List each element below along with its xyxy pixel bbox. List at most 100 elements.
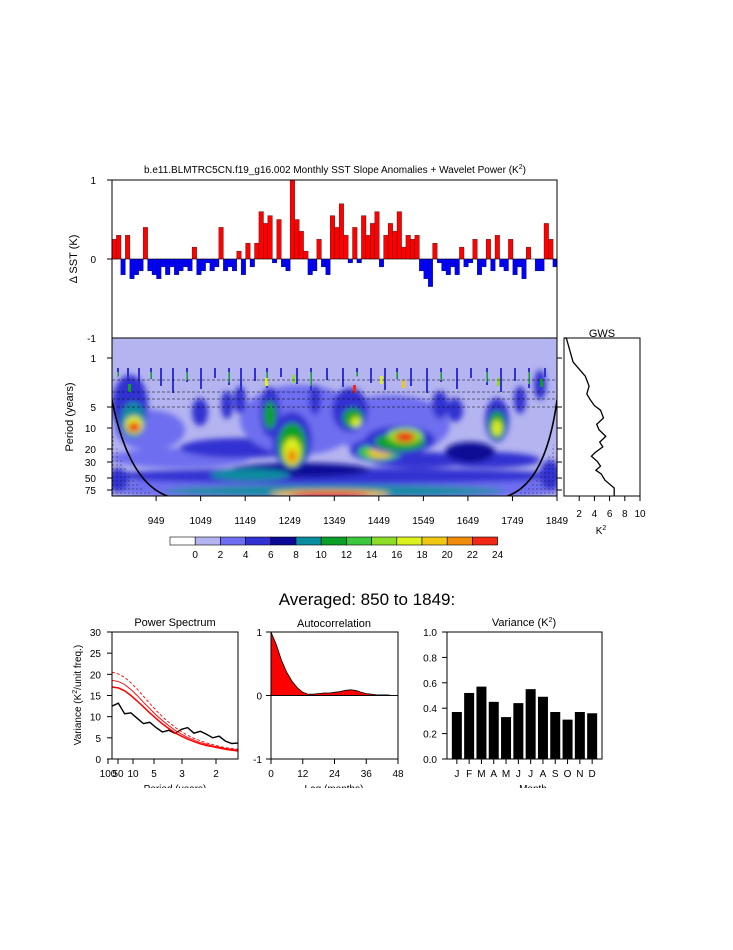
gws-xlabel: K2 (596, 525, 607, 537)
spectrum-xtick: 2 (213, 769, 219, 780)
ts-bar (200, 258, 206, 272)
ts-bar (347, 258, 353, 264)
ts-bar (312, 258, 318, 272)
ts-bar (410, 239, 416, 260)
ts-bar (512, 258, 518, 275)
spectrum-ylabel: Variance (K2/unit freq.) (72, 645, 84, 745)
ts-bar (405, 235, 411, 260)
variance-ytick: 1.0 (423, 628, 437, 639)
wavelet-ytick: 75 (85, 486, 97, 497)
ts-bar (361, 215, 367, 260)
ts-bar (494, 235, 500, 260)
colorbar-label: 18 (416, 550, 428, 561)
ts-bar (432, 243, 438, 260)
ts-bar (374, 211, 380, 260)
ts-bar (134, 258, 139, 275)
ts-bar (249, 258, 255, 268)
ts-bar (218, 227, 224, 260)
ts-bar (142, 227, 148, 260)
ts-bar (120, 258, 126, 275)
ts-bar (485, 239, 491, 260)
ts-bar (227, 258, 233, 268)
ts-bar (316, 239, 322, 260)
spectrum-xtick: 100 (100, 769, 117, 780)
ts-bar (503, 258, 509, 272)
ts-bar (383, 235, 389, 260)
ts-bar (263, 223, 269, 260)
ts-bar (272, 258, 278, 264)
wavelet-xtick: 1249 (279, 516, 302, 527)
wavelet-xtick: 1049 (190, 516, 213, 527)
wavelet-ytick: 20 (85, 445, 97, 456)
gws-xtick: 10 (634, 509, 646, 520)
spectrum-xtick: 50 (112, 769, 124, 780)
averaged-title: Averaged: 850 to 1849: (279, 590, 455, 609)
variance-xtick: N (576, 769, 583, 780)
spectrum-xtick: 5 (151, 769, 157, 780)
ts-ytick-0: 0 (90, 255, 96, 266)
autocorr-xtick: 12 (297, 769, 309, 780)
ts-bar (281, 258, 286, 268)
ts-bar (508, 239, 514, 260)
colorbar-swatch (472, 536, 498, 546)
gws-frame (563, 337, 641, 497)
gws-xtick: 8 (622, 509, 628, 520)
ts-bar (423, 258, 429, 279)
variance-ytick: 0.6 (423, 679, 437, 690)
variance-xtick: J (516, 769, 521, 780)
variance-ytick: 0.2 (423, 730, 437, 741)
ts-bar (147, 258, 153, 272)
autocorr-title: Autocorrelation (297, 618, 371, 630)
spectrum-ytick: 10 (90, 713, 102, 724)
variance-bar (488, 701, 499, 759)
variance-xtick: F (466, 769, 472, 780)
ts-bar (401, 246, 407, 260)
colorbar-label: 4 (243, 550, 249, 561)
colorbar-label: 0 (192, 550, 198, 561)
ts-bar (526, 246, 531, 260)
variance-bar (550, 712, 561, 759)
ts-bar (156, 258, 162, 279)
ts-bar (459, 246, 465, 260)
wavelet-ytick: 50 (85, 474, 97, 485)
ts-bar (151, 258, 157, 275)
ts-bar (321, 258, 327, 268)
wavelet-xtick: 1349 (323, 516, 346, 527)
variance-xtick: M (502, 769, 510, 780)
ts-bar (254, 243, 260, 260)
ts-bar (428, 258, 433, 287)
timeseries-panel: b.e11.BLMTRC5CN.f19_g16.002 Monthly SST … (68, 164, 558, 345)
ts-ytick-neg1: -1 (87, 334, 96, 345)
variance-title: Variance (K2) (492, 617, 556, 629)
gws-xtick: 6 (607, 509, 613, 520)
ts-bar (548, 239, 554, 260)
colorbar-swatch (396, 536, 423, 546)
variance-ytick: 0.4 (423, 704, 437, 715)
ts-bar (441, 258, 447, 272)
wavelet-xtick: 1649 (457, 516, 480, 527)
ts-bar (303, 250, 309, 260)
ts-bar (472, 239, 478, 260)
spectrum-xtick: 10 (127, 769, 139, 780)
variance-xtick: O (564, 769, 572, 780)
wavelet-xtick: 1149 (234, 516, 256, 527)
spectrum-xtick: 3 (179, 769, 185, 780)
ts-bar (481, 258, 487, 268)
variance-bar (525, 689, 536, 759)
ts-bar (191, 246, 197, 260)
variance-ytick: 0.8 (423, 653, 437, 664)
ts-bar (214, 258, 220, 268)
colorbar-swatch (194, 536, 221, 546)
ts-bar (436, 258, 442, 264)
gws-xticks: 2 4 6 8 10 (576, 496, 646, 520)
ts-bar (240, 258, 246, 275)
variance-bar (587, 713, 598, 759)
ts-bar (499, 258, 505, 268)
variance-xtick: D (589, 769, 596, 780)
ts-bar (209, 258, 215, 272)
autocorr-xtick: 24 (329, 769, 341, 780)
ts-bar (490, 258, 496, 272)
